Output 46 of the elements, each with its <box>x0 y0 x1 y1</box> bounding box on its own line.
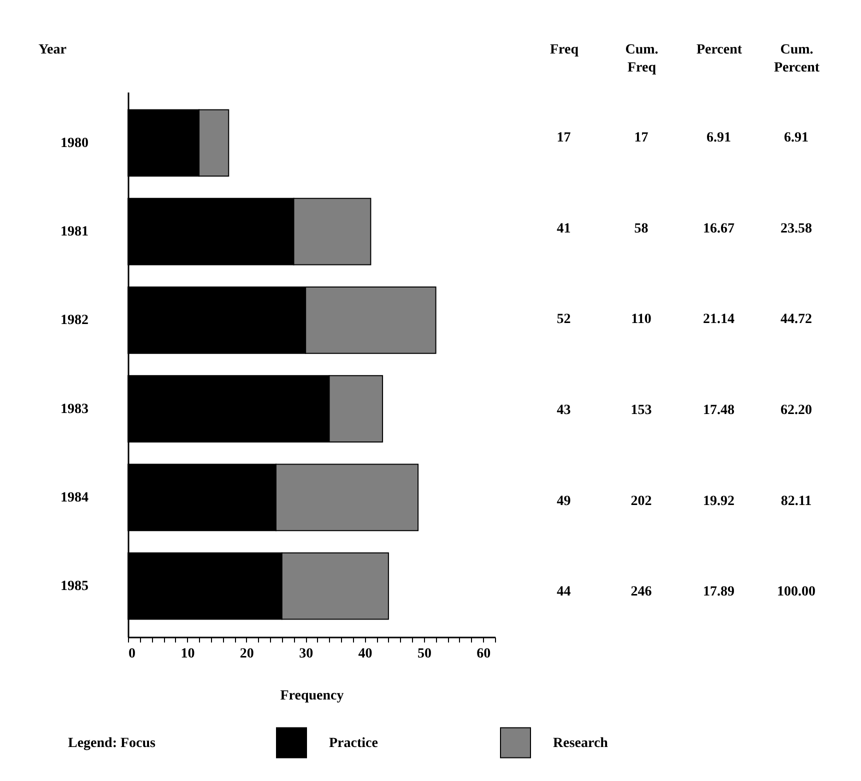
text: 82.11 <box>780 494 812 509</box>
y-tick-label: 1982 <box>60 313 88 328</box>
x-tick-label: 10 <box>180 646 195 662</box>
text: 6.91 <box>706 130 731 146</box>
y-tick-label: 1981 <box>60 224 88 240</box>
text: 17 <box>556 130 571 146</box>
text: 19.92 <box>703 494 734 509</box>
text: 62.20 <box>780 402 812 418</box>
text: 17.48 <box>703 402 734 418</box>
x-tick-label: 60 <box>476 646 491 662</box>
y-tick-label: 1983 <box>60 402 88 417</box>
x-tick-label: 40 <box>358 646 372 662</box>
text: 23.58 <box>780 221 812 236</box>
text: 16.67 <box>703 221 734 236</box>
legend-label: Research <box>553 736 608 751</box>
text: 21.14 <box>703 312 734 328</box>
x-axis-title: Frequency <box>280 688 344 704</box>
text: 58 <box>634 221 648 236</box>
y-axis-title: Year <box>38 42 66 58</box>
x-tick-label: 50 <box>417 646 432 662</box>
category-label: Cum. Percent <box>774 42 820 76</box>
text: 44.72 <box>780 312 812 328</box>
text: 41 <box>556 221 571 236</box>
text: 17 <box>634 130 648 146</box>
text: 17.89 <box>703 584 734 600</box>
category-label: Percent <box>696 42 742 58</box>
text: 52 <box>556 312 571 328</box>
y-tick-label: 1980 <box>60 136 88 151</box>
text: 246 <box>630 584 652 600</box>
legend-title: Legend: Focus <box>68 736 156 751</box>
text: 49 <box>556 494 571 509</box>
text: 153 <box>630 402 652 418</box>
text: 100.00 <box>777 584 816 600</box>
legend-label: Practice <box>329 736 378 751</box>
category-label: Cum. Freq <box>625 42 658 76</box>
x-tick-label: 20 <box>240 646 254 662</box>
x-tick-label: 30 <box>299 646 314 662</box>
text: 44 <box>556 584 571 600</box>
y-tick-label: 1984 <box>60 490 88 506</box>
x-tick-label: 0 <box>128 646 136 662</box>
text: 6.91 <box>784 130 808 146</box>
text: 202 <box>630 494 652 509</box>
text: 43 <box>556 402 571 418</box>
category-label: Freq <box>550 42 579 58</box>
text: 110 <box>631 312 652 328</box>
y-tick-label: 1985 <box>60 579 88 594</box>
